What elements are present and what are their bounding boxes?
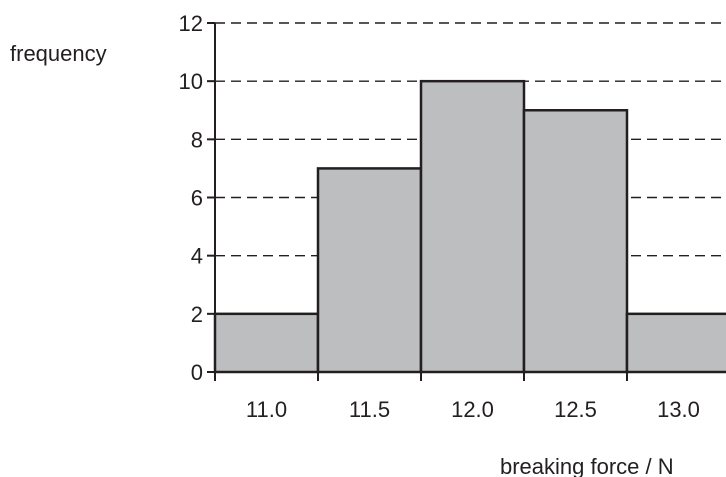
y-tick-label: 12 <box>179 11 203 36</box>
bars <box>213 79 726 374</box>
x-tick-label: 11.5 <box>349 397 390 422</box>
y-tick-label: 0 <box>191 360 203 385</box>
bar-12.5 <box>522 109 629 374</box>
y-tick-label: 4 <box>191 244 203 269</box>
y-tick-label: 6 <box>191 186 203 211</box>
x-tick-label: 12.5 <box>554 397 597 422</box>
y-tick-label: 8 <box>191 127 203 152</box>
x-tick-label: 11.0 <box>246 397 287 422</box>
bar-13.0 <box>625 312 726 374</box>
y-tick-label: 10 <box>179 69 203 94</box>
y-tick-label: 2 <box>191 302 203 327</box>
axes <box>207 22 726 381</box>
y-axis-title: frequency <box>10 41 107 66</box>
x-tick-label: 13.0 <box>657 397 700 422</box>
x-tick-label: 12.0 <box>451 397 494 422</box>
bar-11.0 <box>213 312 320 374</box>
bar-12.0 <box>419 79 526 374</box>
tick-labels: 0 2 4 6 8 10 12 11.0 11.5 12.0 12.5 13.0 <box>179 11 700 422</box>
x-axis-title: breaking force / N <box>500 454 674 477</box>
bar-11.5 <box>316 167 423 374</box>
